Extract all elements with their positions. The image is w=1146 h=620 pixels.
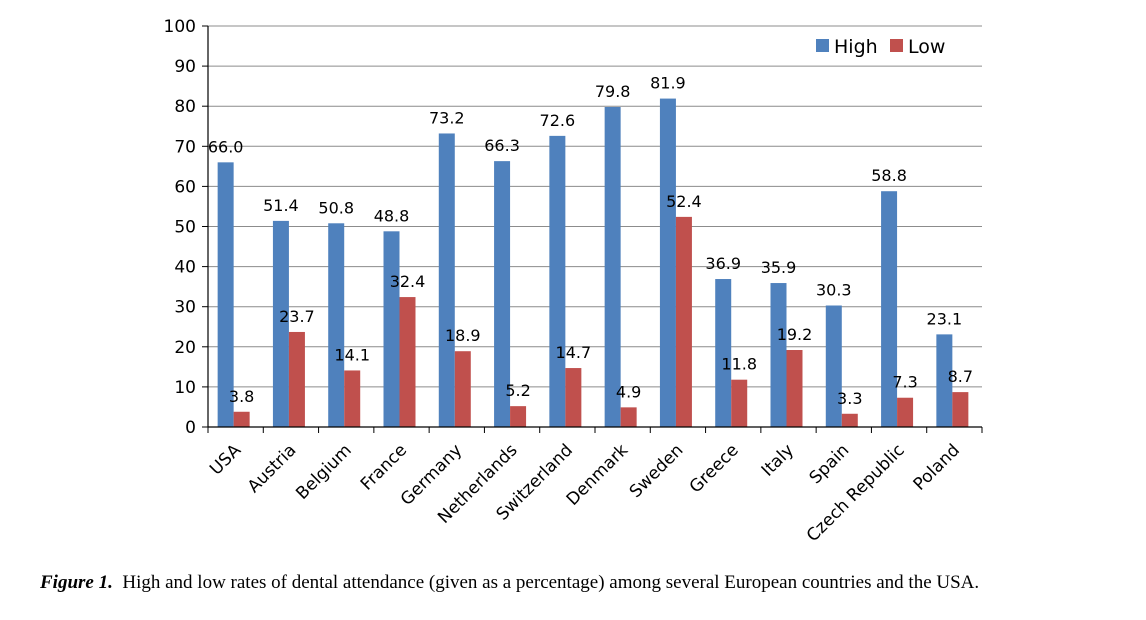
y-tick-label: 0	[185, 418, 196, 438]
bar-high-belgium	[328, 223, 345, 427]
y-tick-label: 20	[174, 338, 196, 358]
bar-low-denmark	[620, 407, 637, 427]
bar-low-netherlands	[510, 406, 527, 427]
data-label-high: 35.9	[761, 258, 797, 277]
bar-low-belgium	[344, 370, 361, 427]
y-tick-label: 40	[174, 258, 196, 278]
bar-low-czech-republic	[897, 397, 914, 427]
data-label-high: 81.9	[650, 74, 686, 93]
data-label-high: 48.8	[374, 206, 410, 225]
data-label-low: 14.1	[334, 345, 370, 364]
y-tick-label: 90	[174, 57, 196, 77]
bar-low-switzerland	[565, 368, 582, 427]
data-label-high: 72.6	[540, 111, 576, 130]
legend-label-low: Low	[908, 36, 945, 58]
bar-low-poland	[952, 392, 969, 427]
data-label-low: 11.8	[721, 355, 757, 374]
bar-high-denmark	[604, 107, 621, 427]
y-tick-label: 30	[174, 298, 196, 318]
data-label-low: 7.3	[892, 373, 917, 392]
x-tick-label: Italy	[758, 440, 798, 480]
data-label-high: 73.2	[429, 108, 465, 127]
y-axis-ticks: 0 10 20 30 40 50 60 70 80 90 100	[164, 17, 208, 438]
caption-figure-label: Figure 1.	[40, 572, 113, 593]
data-label-low: 5.2	[505, 381, 530, 400]
data-label-high: 30.3	[816, 280, 852, 299]
bar-low-france	[399, 297, 416, 427]
bar-high-germany	[438, 133, 455, 427]
data-label-low: 3.8	[229, 387, 254, 406]
x-tick-label: USA	[206, 440, 245, 479]
bar-high-spain	[825, 305, 842, 427]
y-tick-label: 70	[174, 137, 196, 157]
bar-low-austria	[288, 331, 305, 427]
y-tick-label: 80	[174, 97, 196, 117]
y-tick-label: 10	[174, 378, 196, 398]
data-label-low: 4.9	[616, 382, 641, 401]
x-tick-label: Belgium	[292, 440, 355, 503]
bars-group	[217, 98, 969, 428]
bar-low-usa	[233, 411, 250, 427]
caption-text: High and low rates of dental attendance …	[122, 572, 980, 593]
legend-label-high: High	[834, 36, 878, 58]
x-tick-label: France	[357, 440, 411, 494]
x-tick-label: Spain	[806, 440, 854, 488]
bar-high-poland	[936, 334, 953, 427]
data-label-high: 23.1	[927, 309, 963, 328]
bar-high-usa	[217, 162, 234, 427]
legend: High Low	[816, 36, 945, 58]
bar-high-switzerland	[549, 135, 566, 427]
legend-swatch-low	[890, 39, 903, 52]
bar-chart: 0 10 20 30 40 50 60 70 80 90 100 USAAustriaBelgium…	[164, 17, 983, 546]
data-label-low: 8.7	[948, 367, 973, 386]
data-label-low: 18.9	[445, 326, 481, 345]
data-label-high: 79.8	[595, 82, 631, 101]
bar-low-spain	[841, 413, 858, 427]
bar-high-france	[383, 231, 400, 427]
legend-swatch-high	[816, 39, 829, 52]
bar-high-greece	[715, 279, 732, 427]
x-tick-label: Czech Republic	[803, 440, 909, 546]
data-label-high: 58.8	[871, 166, 907, 185]
x-tick-label: Austria	[244, 440, 301, 497]
data-label-low: 52.4	[666, 192, 702, 211]
x-tick-label: Poland	[910, 440, 964, 494]
bar-high-sweden	[659, 98, 676, 428]
x-tick-label: Denmark	[563, 440, 633, 510]
bar-low-italy	[786, 350, 803, 427]
data-labels: 66.0 3.8 51.4 23.7 50.8 14.1 48.8 32.4 73.2 18.9 6…	[208, 74, 973, 408]
data-label-high: 50.8	[318, 198, 354, 217]
data-label-high: 36.9	[705, 254, 741, 273]
data-label-high: 66.3	[484, 136, 520, 155]
bar-high-netherlands	[494, 161, 511, 427]
bar-high-italy	[770, 283, 787, 427]
bar-high-austria	[272, 220, 289, 427]
bar-low-greece	[731, 379, 748, 427]
data-label-low: 23.7	[279, 307, 315, 326]
data-label-low: 32.4	[390, 272, 426, 291]
y-tick-label: 60	[174, 177, 196, 197]
data-label-high: 66.0	[208, 137, 244, 156]
y-tick-label: 50	[174, 218, 196, 238]
figure-caption: Figure 1. High and low rates of dental a…	[40, 572, 1130, 594]
data-label-low: 14.7	[556, 343, 592, 362]
data-label-high: 51.4	[263, 196, 299, 215]
data-label-low: 19.2	[777, 325, 813, 344]
x-tick-label: Sweden	[626, 440, 688, 502]
x-tick-label: Greece	[686, 440, 743, 497]
bar-high-czech-republic	[881, 191, 898, 427]
bar-low-sweden	[675, 216, 692, 427]
data-label-low: 3.3	[837, 389, 862, 408]
y-tick-label: 100	[164, 17, 196, 37]
bar-low-germany	[454, 351, 471, 427]
